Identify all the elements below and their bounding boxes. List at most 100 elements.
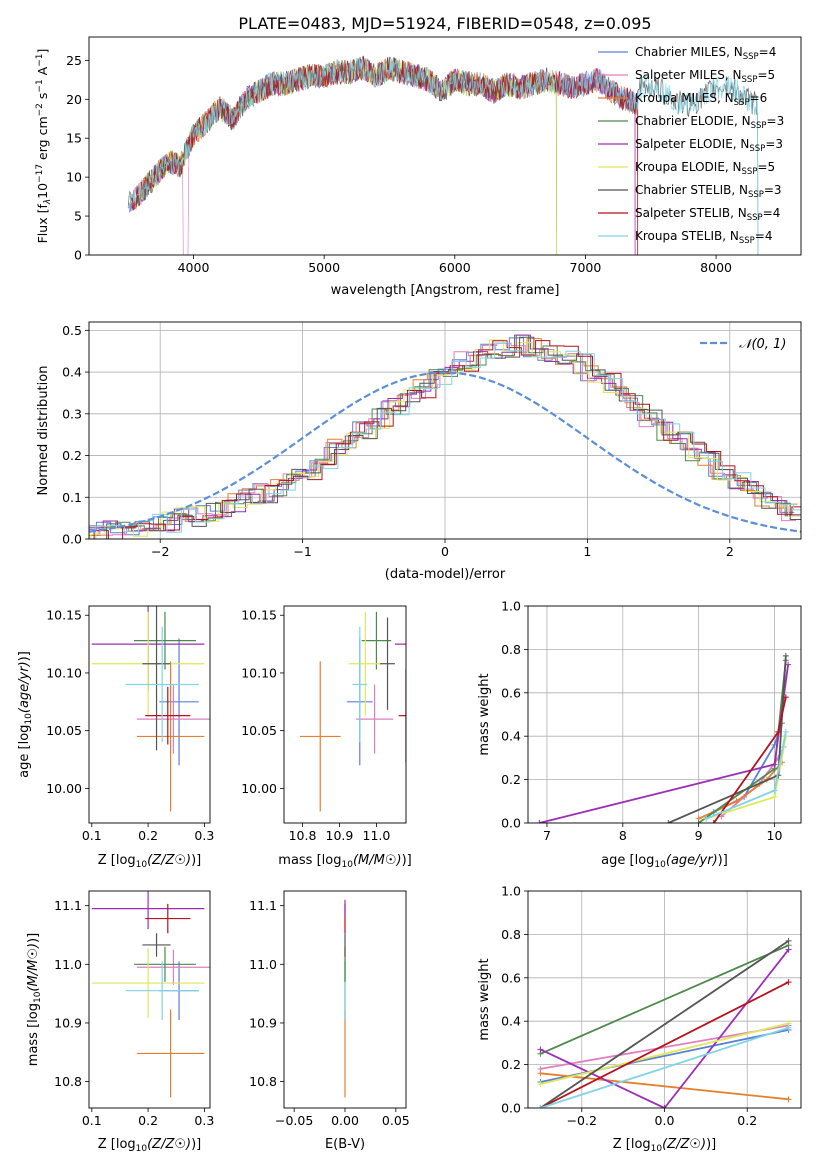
y-tick-label: 0.5 [62, 323, 82, 338]
x-tick-label: 1 [583, 544, 591, 559]
x-tick-label: 2 [726, 544, 734, 559]
x-tick-label: 6000 [439, 260, 471, 275]
weight-line-salpeter-stelib [539, 981, 790, 1108]
y-tick-label: 0.6 [501, 970, 521, 985]
y-tick-label: 0 [74, 248, 82, 263]
y-tick-label: 10.8 [249, 1074, 277, 1089]
plot-area [91, 891, 210, 1098]
x-tick-label: 9 [695, 828, 703, 843]
y-axis-label: age [log10(age/yr))] [17, 651, 34, 778]
weight-point-kroupa-miles [785, 1096, 792, 1103]
y-tick-label: 20 [66, 92, 82, 107]
panel-1: 4000 5000 6000 7000 8000 0 5 10 15 20 25 wavelength… [35, 36, 802, 298]
y-tick-label: 10.00 [241, 781, 277, 796]
weight-point-chabrier-stelib [782, 652, 789, 659]
x-tick-label: 10.8 [289, 828, 317, 843]
weight-line-kroupa-elodie [540, 1022, 789, 1085]
x-tick-label: 10 [767, 828, 783, 843]
plot-area [89, 322, 801, 539]
panel-8: −0.2 0.0 0.2 0.0 0.2 0.4 0.6 0.8 1.0 Z [log10(Z/Z… [477, 884, 802, 1154]
panel-3: 0.1 0.2 0.3 10.00 10.05 10.10 10.15 Z [log10(Z/… [17, 605, 214, 870]
x-tick-label: 5000 [308, 260, 340, 275]
x-tick-label: 10.9 [326, 828, 354, 843]
x-axis-label: Z [log10(Z/Z☉))] [613, 1137, 717, 1154]
weight-line-salpeter-elodie [539, 664, 789, 823]
weight-point-salpeter-stelib [785, 979, 792, 986]
x-tick-label: 0.05 [382, 1113, 410, 1128]
weight-point-salpeter-stelib [782, 694, 789, 701]
y-tick-label: 0.6 [501, 685, 521, 700]
axes-frame [88, 321, 802, 540]
axes-frame [283, 605, 407, 824]
weight-point-salpeter-elodie [661, 1105, 668, 1108]
x-axis-label: E(B-V) [325, 1137, 365, 1152]
normal-reference-curve [89, 371, 801, 533]
histogram-chabrier-elodie [89, 334, 800, 531]
legend-label-chabrier-miles: Chabrier MILES, NSSP=4 [635, 45, 776, 62]
figure-title: PLATE=0483, MJD=51924, FIBERID=0548, z=0… [238, 14, 651, 33]
plot-area [299, 611, 406, 812]
y-tick-label: 0.0 [501, 816, 521, 831]
weight-point-salpeter-elodie [785, 946, 792, 953]
plot-area [528, 606, 801, 823]
panel-7: −0.05 0.00 0.05 10.8 10.9 11.0 11.1 E(B-V) [249, 890, 410, 1152]
y-tick-label: 0.1 [62, 490, 82, 505]
x-axis-label: Z [log10(Z/Z☉))] [98, 853, 202, 870]
spectrum-line-kroupa-stelib [127, 56, 759, 255]
weight-line-kroupa-stelib [540, 1026, 789, 1108]
x-tick-label: −0.2 [567, 1113, 597, 1128]
legend-label-salpeter-elodie: Salpeter ELODIE, NSSP=3 [635, 137, 783, 154]
plot-area [91, 606, 210, 812]
y-tick-label: 1.0 [501, 884, 521, 899]
weight-point-kroupa-miles [537, 1070, 544, 1077]
x-tick-label: −0.05 [275, 1113, 313, 1128]
y-tick-label: 0.2 [501, 1057, 521, 1072]
weight-point-kroupa-stelib [771, 787, 778, 794]
x-axis-label: Z [log10(Z/Z☉))] [98, 1137, 202, 1154]
weight-point-chabrier-elodie [695, 820, 702, 823]
histogram-salpeter-stelib [93, 340, 801, 539]
weight-point-kroupa-miles [733, 798, 740, 805]
y-tick-label: 10.9 [249, 1015, 277, 1030]
weight-point-kroupa-elodie [537, 1081, 544, 1088]
y-axis-label: mass weight [477, 958, 492, 1040]
weight-point-chabrier-stelib [785, 937, 792, 944]
weight-line-chabrier-stelib [539, 940, 790, 1108]
x-tick-label: 0.3 [194, 1113, 214, 1128]
axes-frame [88, 890, 211, 1109]
axes-frame [283, 890, 407, 1109]
y-tick-label: 0.3 [62, 406, 82, 421]
y-tick-label: 25 [66, 53, 82, 68]
weight-point-salpeter-elodie [536, 820, 543, 823]
y-tick-label: 10.8 [54, 1074, 82, 1089]
y-tick-label: 10.10 [241, 665, 277, 680]
weight-point-chabrier-stelib [665, 820, 672, 823]
y-tick-label: 11.1 [249, 898, 277, 913]
y-axis-label: mass weight [477, 673, 492, 755]
panel-5: 7 8 9 10 0.0 0.2 0.4 0.6 0.8 1.0 age [log10(age/yr… [477, 599, 802, 870]
axes-frame [527, 605, 802, 824]
weight-point-salpeter-elodie [771, 761, 778, 768]
x-tick-label: 0.00 [331, 1113, 359, 1128]
y-axis-label: Normed distribution [36, 366, 51, 496]
x-tick-label: 0.2 [737, 1113, 757, 1128]
x-tick-label: 0.0 [655, 1113, 675, 1128]
y-tick-label: 0.0 [501, 1101, 521, 1116]
weight-line-kroupa-miles [540, 1072, 789, 1101]
x-tick-label: −1 [293, 544, 311, 559]
x-tick-label: 0 [441, 544, 449, 559]
weight-point-salpeter-stelib [775, 728, 782, 735]
y-tick-label: 10 [66, 170, 82, 185]
y-tick-label: 10.10 [46, 665, 82, 680]
x-tick-label: 8 [619, 828, 627, 843]
y-axis-label: Flux [fλ10−17 erg cm−2 s−1 A−1] [35, 49, 53, 244]
y-tick-label: 0.2 [501, 772, 521, 787]
weight-point-kroupa-stelib [785, 1024, 792, 1031]
y-tick-label: 0.8 [501, 927, 521, 942]
y-tick-label: 0.4 [501, 729, 521, 744]
panel-2: −2 −1 0 1 2 0.0 0.1 0.2 0.3 0.4 0.5 𝒩(0, 1) (data-mo… [36, 321, 802, 582]
legend-label-kroupa-miles: Kroupa MILES, NSSP=6 [635, 91, 767, 108]
y-tick-label: 10.15 [241, 608, 277, 623]
x-tick-label: 8000 [700, 260, 732, 275]
